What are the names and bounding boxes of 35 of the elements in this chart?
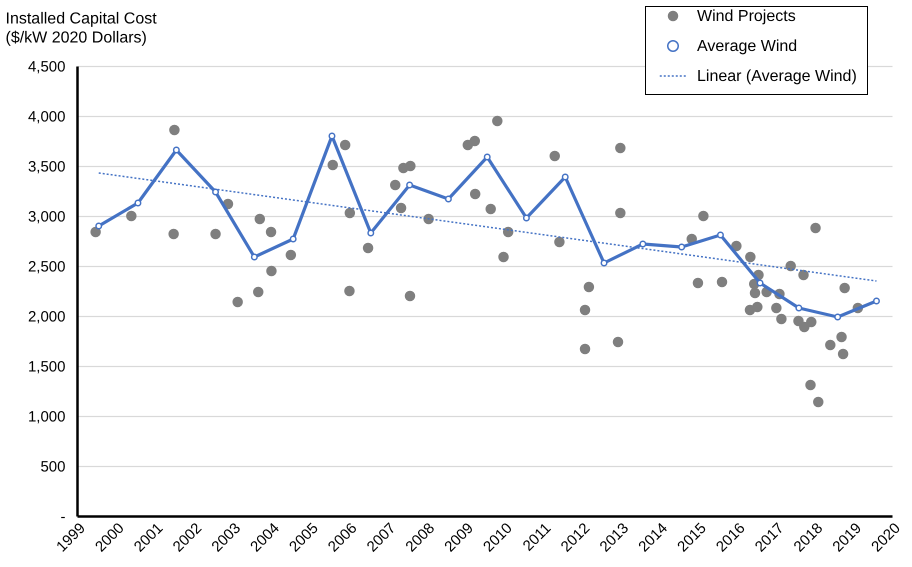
point bbox=[522, 214, 530, 222]
y-axis-title: Installed Capital Cost ($/kW 2020 Dollars) bbox=[6, 10, 158, 46]
point bbox=[600, 260, 608, 266]
point bbox=[562, 174, 569, 180]
y-tick-label: 500 bbox=[40, 458, 66, 476]
legend-label: Linear (Average Wind) bbox=[697, 68, 857, 85]
point bbox=[134, 200, 142, 206]
y-tick-label: - bbox=[60, 508, 66, 526]
y-tick-label: 4,000 bbox=[28, 108, 66, 126]
point bbox=[678, 244, 686, 250]
point bbox=[834, 314, 842, 320]
point bbox=[367, 230, 374, 236]
y-tick-label: 3,000 bbox=[28, 208, 66, 226]
point bbox=[639, 240, 646, 248]
point bbox=[250, 254, 258, 260]
point bbox=[484, 154, 491, 160]
point bbox=[716, 232, 724, 238]
point bbox=[328, 132, 336, 140]
legend-label: Wind Projects bbox=[697, 8, 796, 25]
point bbox=[756, 280, 764, 286]
y-tick-label: 1,500 bbox=[28, 358, 66, 376]
legend-label: Average Wind bbox=[697, 38, 798, 55]
point bbox=[406, 182, 414, 188]
y-tick-label: 1,000 bbox=[28, 408, 66, 426]
point bbox=[212, 188, 220, 196]
point bbox=[444, 196, 452, 202]
y-tick-label: 3,500 bbox=[28, 158, 66, 176]
point bbox=[290, 236, 297, 242]
y-tick-label: 4,500 bbox=[28, 58, 66, 76]
point bbox=[95, 222, 102, 230]
y-tick-label: 2,500 bbox=[28, 258, 66, 276]
point bbox=[872, 298, 880, 304]
point bbox=[172, 146, 180, 154]
point bbox=[795, 304, 802, 312]
y-tick-label: 2,000 bbox=[28, 308, 66, 326]
